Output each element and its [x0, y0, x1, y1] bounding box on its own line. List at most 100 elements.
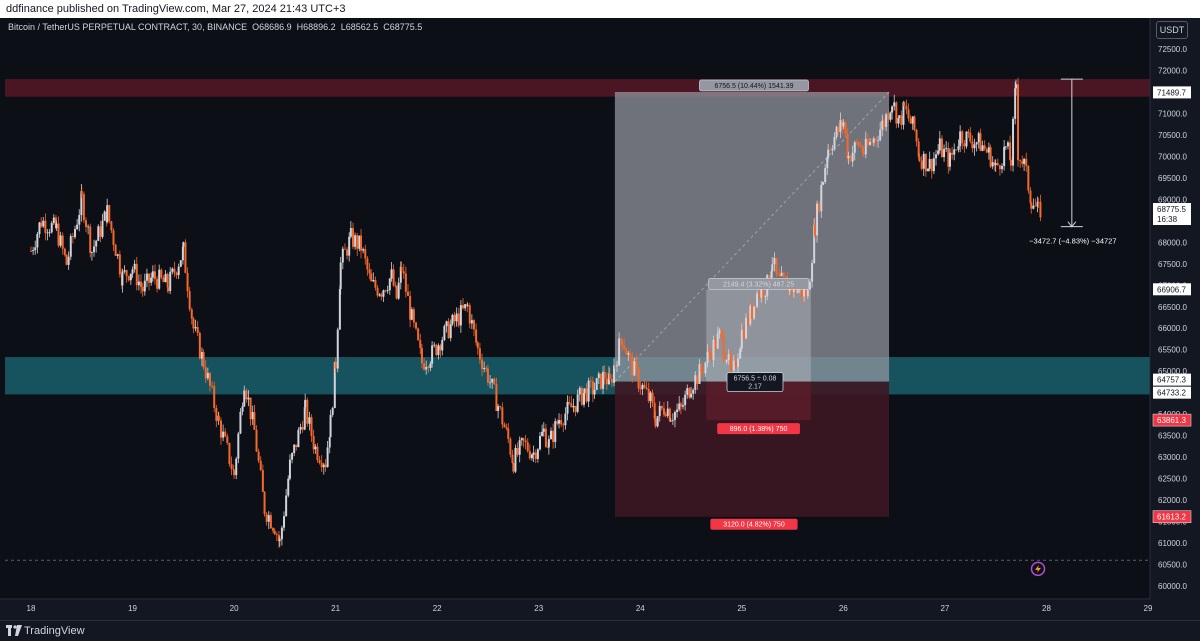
candle-body	[722, 336, 725, 358]
candle-body	[141, 286, 144, 292]
candle-body	[926, 168, 929, 172]
candle-body	[827, 149, 830, 158]
candle-body	[339, 262, 342, 290]
candle-body	[981, 145, 984, 151]
candle-body	[93, 246, 96, 253]
position-2-target-label: 2149.4 (3.32%) 487.25	[723, 281, 794, 288]
time-axis: 18 19 20 21 22 23 24 25 26 27 28 29	[0, 598, 1200, 620]
candle-body	[151, 271, 154, 278]
candle-body	[326, 447, 329, 468]
candle-body	[409, 295, 412, 320]
candle-body	[505, 427, 508, 429]
candle-body	[977, 133, 980, 143]
candle-body	[397, 282, 400, 299]
candle-body	[470, 320, 473, 324]
resistance-price-badge: 71489.7	[1157, 88, 1186, 97]
candle-body	[710, 353, 713, 361]
candle-body	[233, 470, 236, 476]
candle-body	[903, 102, 906, 107]
position-2-stop-label-bg	[717, 423, 800, 435]
candle-body	[874, 138, 877, 141]
candle-body	[235, 458, 238, 476]
candle-body	[346, 249, 349, 256]
candle-body	[673, 412, 676, 420]
price-tick-label: 62000.0	[1158, 496, 1187, 505]
candle-body	[864, 138, 867, 155]
candle-body	[336, 329, 339, 369]
candle-body	[805, 288, 808, 297]
candle-body	[943, 148, 946, 158]
candle-body	[143, 280, 146, 292]
candle-body	[283, 516, 286, 528]
currency-button[interactable]: USDT	[1156, 21, 1188, 39]
candle-body	[955, 149, 958, 151]
candle-body	[485, 367, 488, 369]
measure-label: −3472.7 (−4.83%) −34727	[1029, 237, 1116, 246]
candle-body	[312, 435, 315, 450]
candle-body	[778, 274, 781, 277]
candle-body	[114, 244, 117, 256]
price-tick-label: 72500.0	[1158, 45, 1187, 54]
price-tick-label: 60500.0	[1158, 561, 1187, 570]
candle-body	[620, 340, 623, 346]
candle-body	[690, 393, 693, 398]
candle-body	[76, 224, 79, 230]
candle-body	[472, 320, 475, 330]
candle-body	[466, 304, 469, 306]
candle-body	[301, 426, 304, 430]
candle-body	[343, 248, 346, 250]
candle-body	[449, 324, 452, 339]
candle-body	[34, 247, 37, 251]
candle-body	[1009, 160, 1012, 166]
position-1-diagonal	[614, 91, 890, 382]
candle-body	[495, 384, 498, 411]
candle-body	[620, 338, 623, 341]
candle-body	[932, 158, 935, 172]
candle-body	[591, 381, 594, 395]
candle-body	[349, 227, 352, 237]
candle-body	[730, 370, 733, 371]
candle-body	[882, 120, 885, 127]
candle-body	[760, 287, 763, 298]
price-chart[interactable]: 6756.5 (10.44%) 1541.39 2149.4 (3.32%) 48…	[0, 18, 1200, 620]
candle-body	[420, 348, 423, 364]
candle-body	[400, 266, 403, 272]
open-value: O68686.9	[252, 22, 292, 32]
candle-body	[351, 227, 354, 247]
candle-body	[304, 399, 307, 408]
candle-body	[1017, 84, 1020, 161]
price-tick-label: 72000.0	[1158, 66, 1187, 75]
candle-body	[813, 224, 816, 236]
candle-body	[771, 264, 774, 272]
candle-body	[714, 339, 717, 349]
candle-body	[101, 220, 104, 237]
candle-body	[725, 360, 728, 363]
candle-body	[750, 305, 753, 319]
candle-body	[524, 440, 527, 443]
candle-body	[82, 194, 85, 221]
candle-body	[511, 454, 514, 464]
candle-body	[509, 439, 512, 455]
candle-body	[580, 387, 583, 405]
candle-body	[712, 339, 715, 361]
candle-body	[556, 421, 559, 424]
candle-body	[415, 322, 418, 329]
candle-body	[623, 345, 626, 350]
candle-body	[516, 447, 519, 455]
candle-body	[376, 287, 379, 296]
candle-body	[106, 205, 109, 223]
candle-body	[905, 106, 908, 110]
position-1-target-label: 6756.5 (10.44%) 1541.39	[714, 83, 793, 90]
price-axis-bg	[1150, 18, 1200, 599]
candle-body	[253, 412, 256, 430]
candle-body	[881, 120, 884, 130]
candle-body	[587, 380, 590, 402]
candle-body	[818, 203, 821, 212]
candle-body	[837, 126, 840, 132]
candle-body	[354, 235, 357, 247]
candle-body	[564, 413, 567, 426]
candle-body	[247, 397, 250, 400]
candle-body	[341, 248, 344, 263]
measure-arrow	[1067, 221, 1077, 228]
candle-body	[686, 388, 689, 395]
